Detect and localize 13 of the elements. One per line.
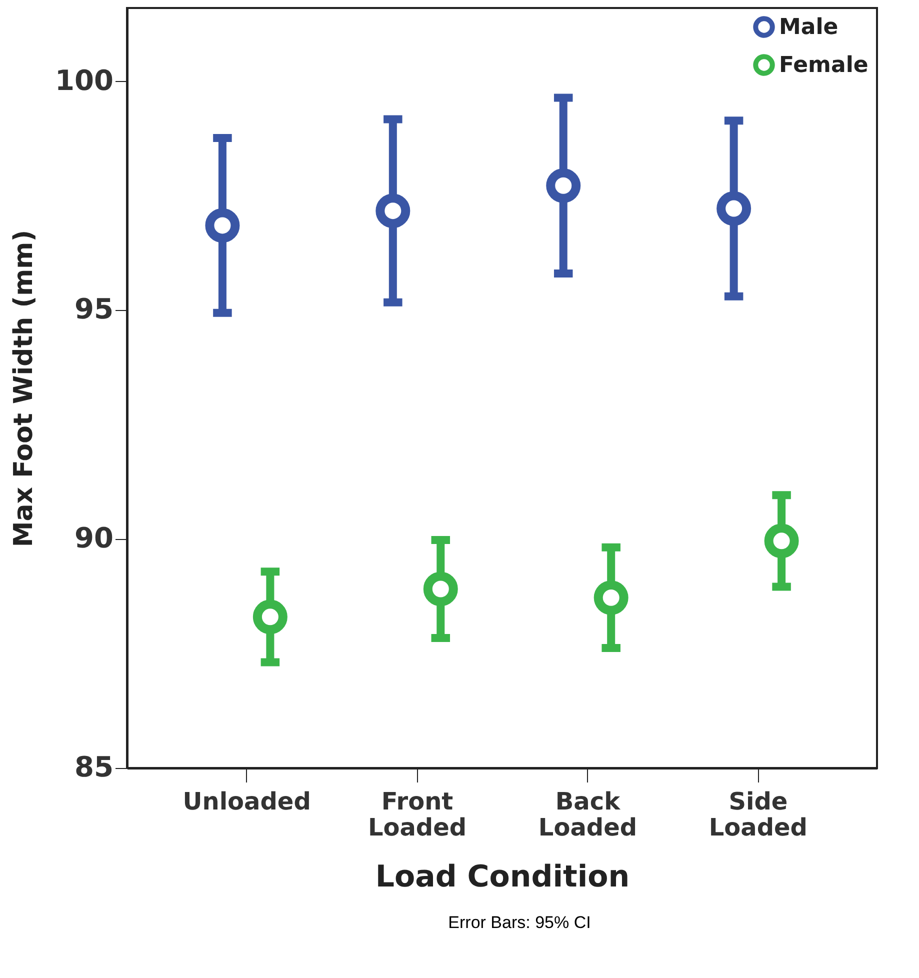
x-tick-label: Unloaded bbox=[182, 788, 311, 816]
y-tick-label: 100 bbox=[55, 64, 114, 97]
y-tick-label: 85 bbox=[74, 750, 114, 784]
x-tick-label: Front Loaded bbox=[368, 788, 467, 842]
text: Error Bars: 95% CI bbox=[447, 913, 592, 933]
legend-label: Female bbox=[779, 53, 868, 78]
y-axis-title: Max Foot Width (mm) bbox=[9, 230, 40, 548]
x-tick-label: Back Loaded bbox=[538, 788, 638, 842]
x-tick-label: Side Loaded bbox=[708, 788, 808, 842]
y-tick-label: 90 bbox=[74, 522, 114, 555]
y-tick-label: 95 bbox=[74, 292, 114, 326]
legend-label: Male bbox=[779, 15, 838, 40]
x-axis-title: Load Condition bbox=[375, 860, 630, 894]
